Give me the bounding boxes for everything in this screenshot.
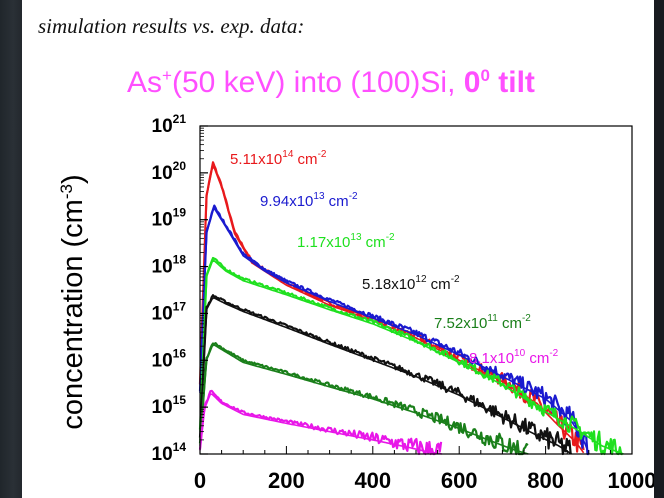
series-experiment-line-3 bbox=[198, 294, 572, 456]
y-tick-label: 1018 bbox=[152, 253, 187, 278]
slide-panel: simulation results vs. exp. data: As+(50… bbox=[22, 0, 654, 498]
series-label-2: 1.17x1013 cm-2 bbox=[297, 232, 395, 251]
title-prefix: As bbox=[127, 66, 163, 99]
series-label-0: 5.11x1014 cm-2 bbox=[230, 149, 327, 168]
title-bold-main: 0 bbox=[463, 66, 481, 99]
y-tick-label: 1016 bbox=[152, 346, 187, 371]
slide-background-edge bbox=[0, 0, 22, 498]
x-tick-label: 400 bbox=[354, 468, 391, 493]
y-tick-label: 1020 bbox=[152, 159, 187, 184]
series-experiment-line-4 bbox=[198, 342, 529, 456]
x-tick-label: 200 bbox=[268, 468, 305, 493]
chart-label-layer: 1014 1015 1016 1017 1018 1019 1020 1021 0 200 400 6… bbox=[57, 112, 654, 493]
title-middle: (50 keV) into (100)Si, bbox=[171, 66, 464, 99]
title-bold-superscript: 0 bbox=[480, 66, 490, 85]
series-label-3: 5.18x1012 cm-2 bbox=[362, 274, 460, 293]
slide-background-edge-right bbox=[654, 0, 664, 498]
series-simulation-line-0 bbox=[199, 165, 585, 454]
y-tick-label: 1015 bbox=[152, 393, 187, 418]
series-experiment-line-0 bbox=[198, 161, 585, 453]
y-tick-label: 1017 bbox=[152, 299, 187, 324]
series-experiment-line-5 bbox=[198, 389, 443, 456]
series-label-1: 9.94x1013 cm-2 bbox=[260, 191, 358, 210]
plot-frame bbox=[199, 125, 633, 455]
x-tick-label: 600 bbox=[441, 468, 478, 493]
slide-subtitle: simulation results vs. exp. data: bbox=[38, 14, 305, 38]
chart-title: As+(50 keV) into (100)Si, 00 tilt bbox=[127, 66, 535, 100]
series-label-4: 7.52x1011 cm-2 bbox=[434, 313, 531, 332]
x-tick-label: 0 bbox=[194, 468, 206, 493]
chart-series-layer bbox=[198, 161, 624, 456]
title-bold-tail: tilt bbox=[489, 66, 535, 99]
y-tick-label: 1021 bbox=[152, 112, 187, 137]
x-tick-label: 800 bbox=[527, 468, 564, 493]
series-label-5: 8.1x1010 cm-2 bbox=[469, 348, 559, 367]
y-axis-label: concentration (cm-3) bbox=[57, 174, 89, 429]
y-tick-label: 1014 bbox=[152, 440, 187, 465]
chart-canvas: 1014 1015 1016 1017 1018 1019 1020 1021 0 200 400 6… bbox=[57, 112, 654, 493]
x-tick-label: 1000 bbox=[608, 468, 654, 493]
series-experiment-line-2 bbox=[198, 256, 623, 456]
y-tick-label: 1019 bbox=[152, 206, 187, 231]
title-prefix-superscript: + bbox=[162, 66, 172, 85]
chart-axes-layer bbox=[199, 125, 633, 455]
